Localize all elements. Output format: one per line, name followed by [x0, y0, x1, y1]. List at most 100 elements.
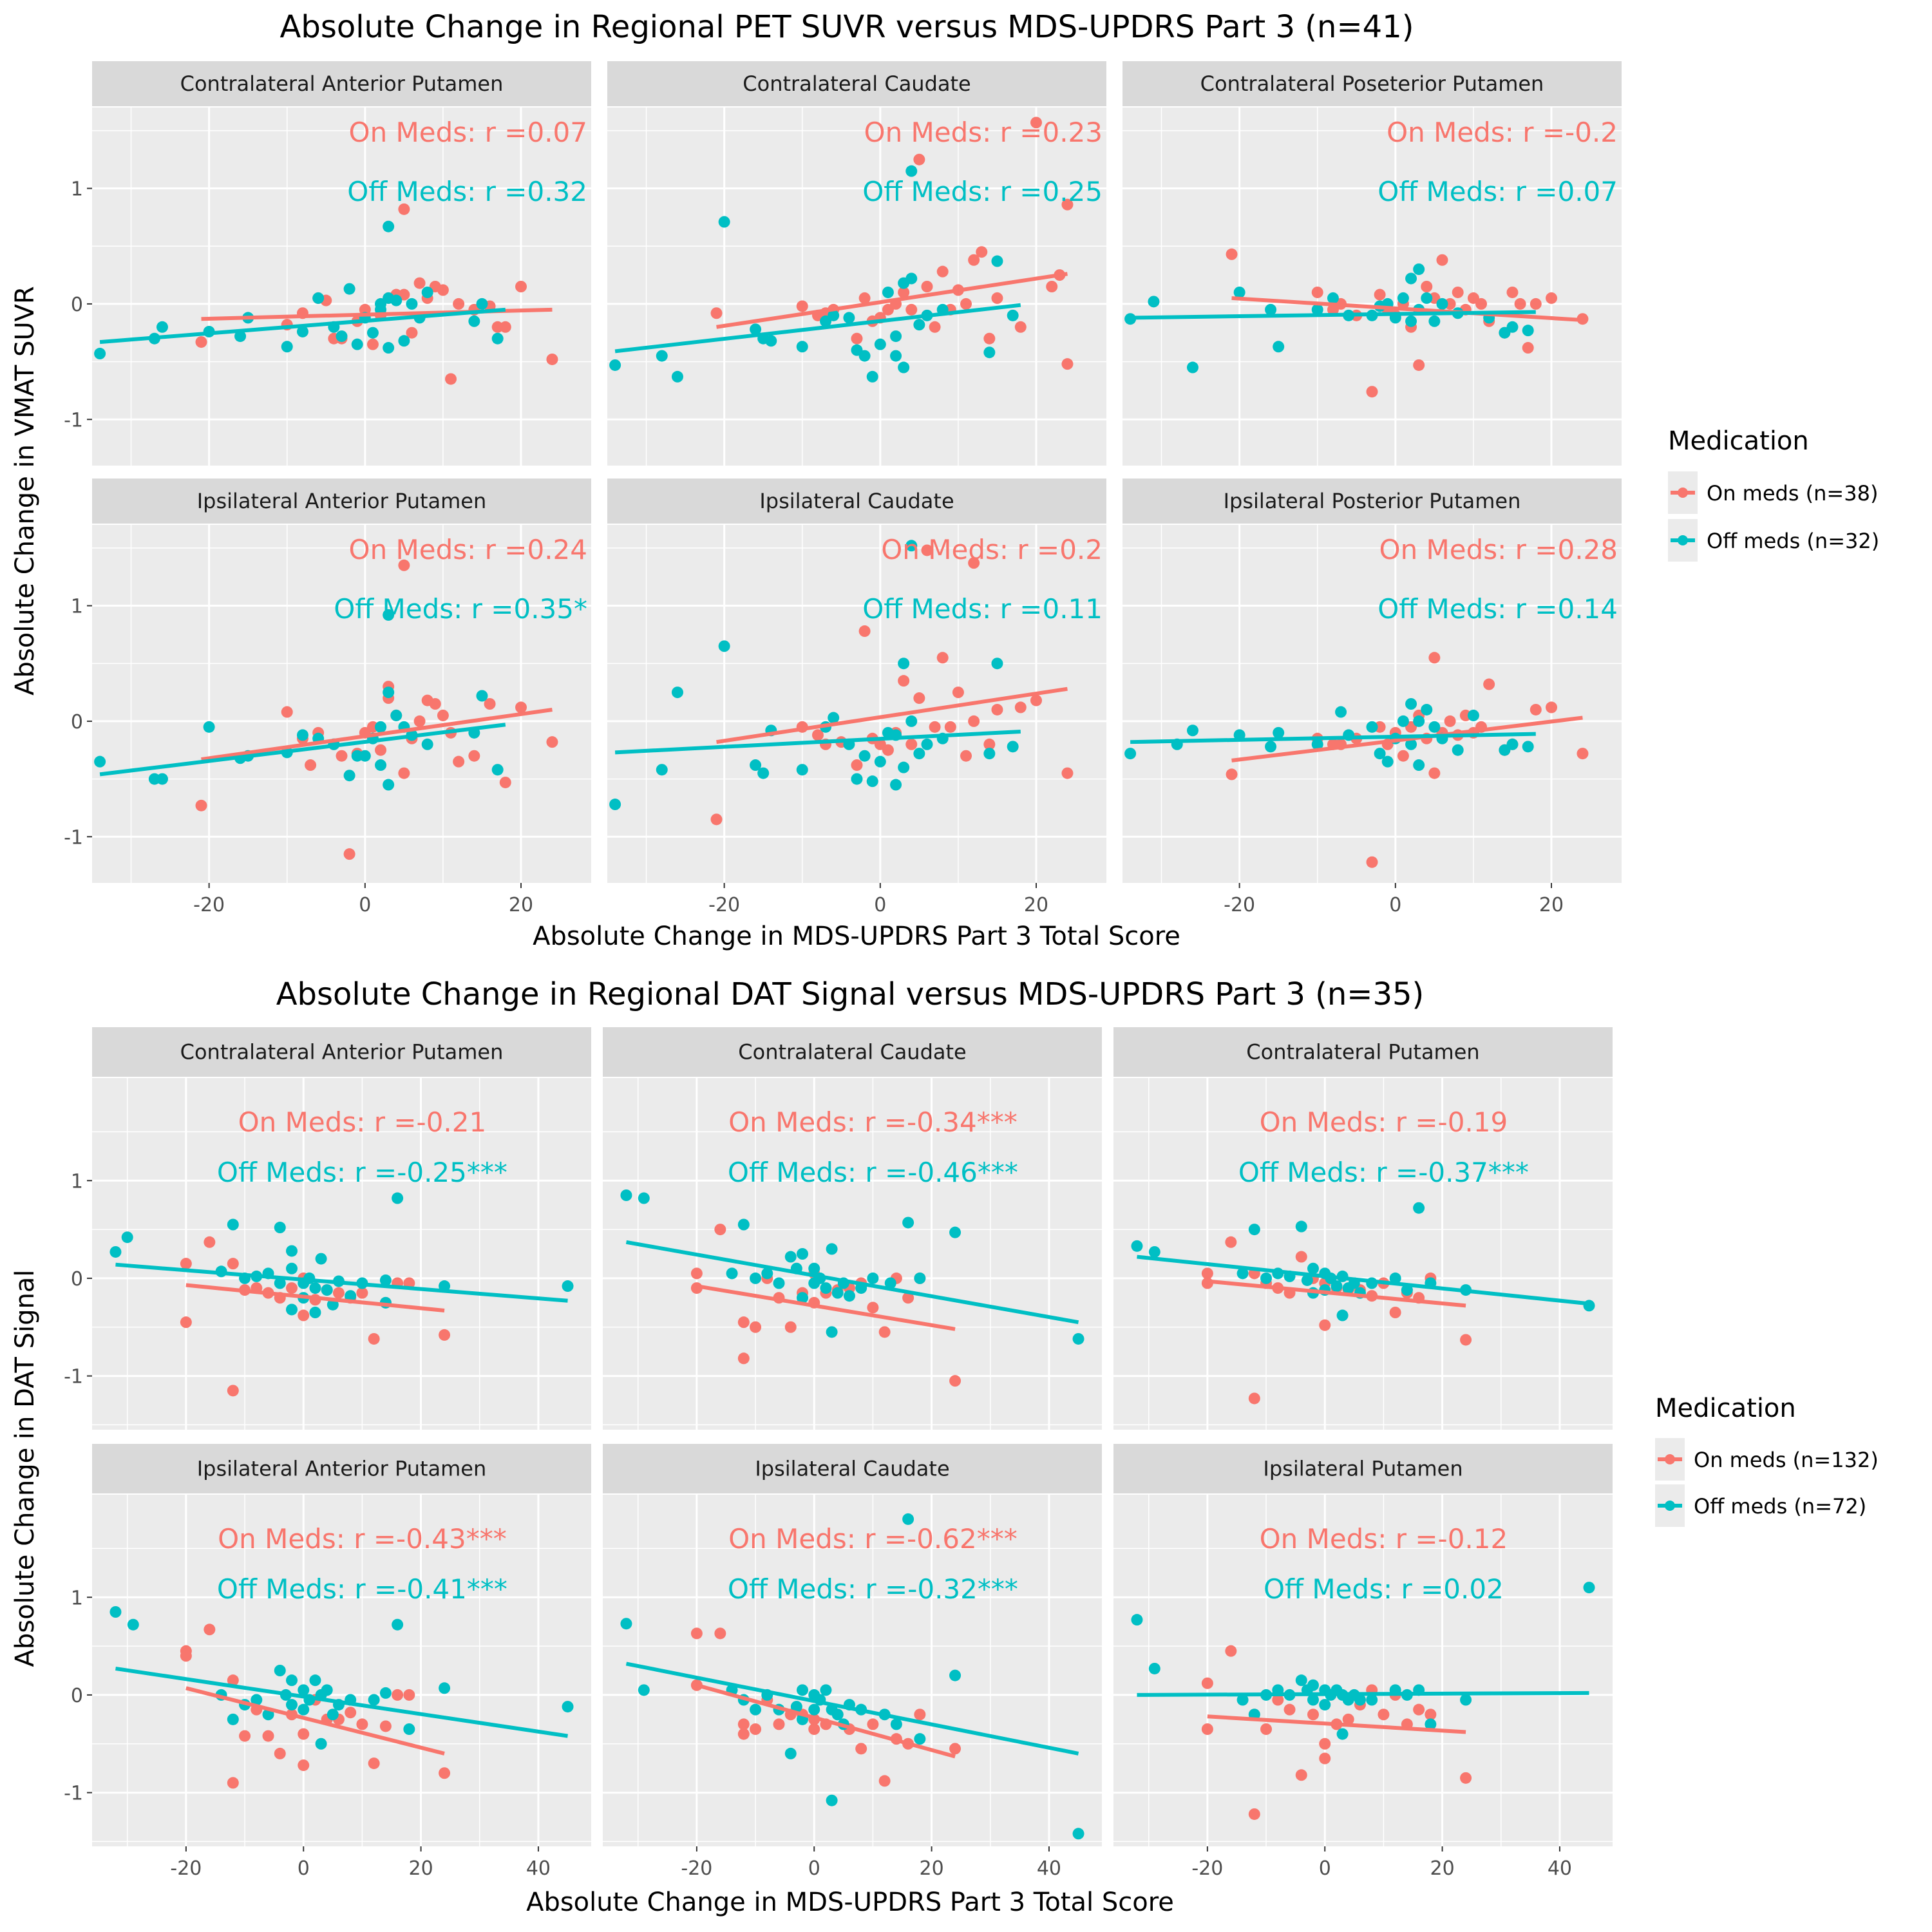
pet-panel-6-point-off: [1381, 755, 1394, 768]
pet-panel-4-fit-line-on: [201, 707, 553, 762]
pet-panel-4-point-on: [546, 736, 558, 748]
pet-panel-2-point-on: [983, 332, 996, 345]
dat-panel-2-strip-label: Contralateral Caudate: [738, 1040, 966, 1065]
pet-panel-4-x-tick-label: -20: [193, 894, 225, 916]
dat-panel-4-y-tick-label: 0: [71, 1685, 83, 1707]
dat-panel-5-strip-label: Ipsilateral Caudate: [755, 1457, 949, 1481]
dat-panel-2-point-off: [867, 1272, 879, 1284]
dat-panel-4-point-off: [315, 1738, 327, 1750]
pet-panel-6-point-off: [1405, 738, 1417, 750]
pet-panel-5-point-on: [960, 750, 972, 762]
pet-panel-3-strip-label: Contralateral Poseterior Putamen: [1200, 71, 1544, 96]
pet-panel-4-point-on: [281, 706, 293, 718]
dat-panel-3-strip-label: Contralateral Putamen: [1246, 1040, 1479, 1065]
pet-panel-3-point-off: [1421, 292, 1433, 304]
pet-panel-5-point-off: [921, 738, 933, 750]
dat-panel-2-point-on: [784, 1321, 797, 1333]
dat-panel-4-x-tick-label: 0: [298, 1857, 310, 1880]
dat-panel-5-point-on: [914, 1709, 926, 1721]
pet-panel-3-fit-line-on: [1231, 296, 1583, 323]
dat-panel-6-point-off: [1336, 1728, 1349, 1740]
pet-panel-4-annotation-off: Off Meds: r =0.35*: [334, 593, 587, 625]
dat-panel-4-point-on: [227, 1777, 239, 1789]
dat-panel-4-point-off: [309, 1674, 321, 1687]
dat-legend-title: Medication: [1655, 1394, 1796, 1423]
dat-panel-1-point-off: [286, 1245, 298, 1257]
dat-panel-3-point-off: [1331, 1280, 1343, 1293]
pet-panel-4-annotation-on: On Meds: r =0.24: [349, 534, 587, 565]
pet-panel-5-point-off: [609, 799, 621, 811]
pet-panel-4-point-on: [413, 715, 426, 727]
pet-panel-2-point-on: [1014, 321, 1027, 333]
dat-panel-2-annotation-off: Off Meds: r =-0.46***: [728, 1157, 1018, 1188]
pet-panel-6-background: [1122, 525, 1622, 883]
pet-panel-3-point-off: [1436, 298, 1448, 310]
pet-panel-3-point-on: [1436, 254, 1448, 266]
dat-panel-2-point-off: [620, 1189, 632, 1201]
pet-panel-5-x-tick-label: -20: [708, 894, 740, 916]
pet-panel-5-point-on: [944, 721, 956, 733]
pet-panel-5-point-off: [991, 658, 1003, 670]
pet-panel-4-y-tick-label: 0: [71, 711, 83, 734]
pet-panel-3-point-on: [1475, 298, 1488, 310]
dat-panel-2-point-on: [737, 1352, 750, 1365]
pet-panel-1-point-off: [406, 298, 418, 310]
pet-panel-2-point-off: [866, 370, 878, 383]
dat-panel-6-point-off: [1307, 1679, 1319, 1691]
dat-panel-3-point-on: [1460, 1334, 1472, 1346]
pet-panel-3-point-off: [1506, 321, 1519, 333]
pet-panel-4-point-on: [515, 701, 527, 714]
pet-panel-4-point-on: [398, 767, 410, 779]
dat-panel-1-point-off: [274, 1277, 286, 1289]
pet-panel-6-point-on: [1366, 856, 1378, 868]
pet-legend-marker-off: [1678, 535, 1688, 545]
dat-panel-6-point-on: [1319, 1738, 1331, 1750]
dat-panel-1: Contralateral Anterior Putamen -1 0 1 On Med…: [64, 1027, 591, 1430]
dat-panel-4-point-on: [298, 1759, 310, 1772]
pet-panel-6-point-off: [1366, 721, 1378, 733]
pet-panel-1-point-off: [343, 283, 355, 295]
pet-panel-4-point-off: [203, 721, 215, 733]
dat-panel-6-x-tick-label: 20: [1430, 1857, 1454, 1880]
pet-panel-1-point-off: [336, 330, 348, 343]
dat-panel-3-point-off: [1236, 1267, 1249, 1280]
dat-panel-5-point-off: [638, 1684, 650, 1696]
dat-panel-1-point-off: [315, 1253, 327, 1265]
dat-panel-5-point-off: [750, 1703, 762, 1716]
dat-panel-2-point-off: [773, 1277, 785, 1289]
pet-panel-6-annotation-off: Off Meds: r =0.14: [1378, 593, 1618, 625]
dat-panel-5-point-off: [902, 1513, 914, 1525]
dat-panel-4-point-off: [379, 1687, 392, 1699]
pet-panel-6-point-off: [1405, 698, 1417, 710]
pet-panel-3-point-off: [1522, 325, 1534, 337]
dat-panel-5-point-on: [773, 1718, 785, 1730]
dat-panel-6-x-tick-label: 0: [1319, 1857, 1331, 1880]
pet-panel-3-point-on: [1311, 286, 1323, 298]
pet-chart-legend: Medication On meds (n=38) Off meds (n=32…: [1668, 426, 1879, 562]
pet-panel-3-point-off: [1233, 286, 1245, 298]
dat-chart-y-axis-title: Absolute Change in DAT Signal: [10, 1270, 40, 1667]
pet-panel-2-point-off: [905, 165, 918, 177]
pet-panel-5-point-on: [921, 544, 933, 556]
pet-panel-1-annotation-off: Off Meds: r =0.32: [347, 176, 587, 207]
pet-panel-2-point-off: [609, 359, 621, 371]
dat-panel-5-point-on: [855, 1743, 867, 1755]
pet-panel-2-point-on: [960, 298, 972, 310]
pet-panel-5-point-off: [1007, 741, 1019, 753]
pet-panel-3-point-on: [1530, 298, 1542, 310]
pet-panel-1-point-off: [476, 298, 488, 310]
dat-panel-4-point-off: [298, 1684, 310, 1696]
dat-panel-4-point-off: [562, 1701, 574, 1713]
pet-panel-6-point-on: [1397, 750, 1409, 762]
pet-panel-1-point-off: [421, 286, 433, 298]
dat-panel-4-annotation-on: On Meds: r =-0.43***: [218, 1523, 507, 1555]
dat-panel-4-point-off: [127, 1618, 139, 1631]
dat-panel-6-fit-line-on: [1207, 1714, 1466, 1734]
pet-panel-5-point-off: [890, 779, 902, 791]
pet-panel-5-point-on: [858, 625, 871, 638]
dat-panel-4-point-on: [180, 1650, 192, 1662]
pet-panel-4-strip-label: Ipsilateral Anterior Putamen: [197, 489, 487, 513]
pet-panel-5-point-off: [828, 712, 840, 724]
pet-panel-5-point-off: [750, 759, 762, 772]
pet-panel-3-point-off: [1405, 272, 1417, 285]
